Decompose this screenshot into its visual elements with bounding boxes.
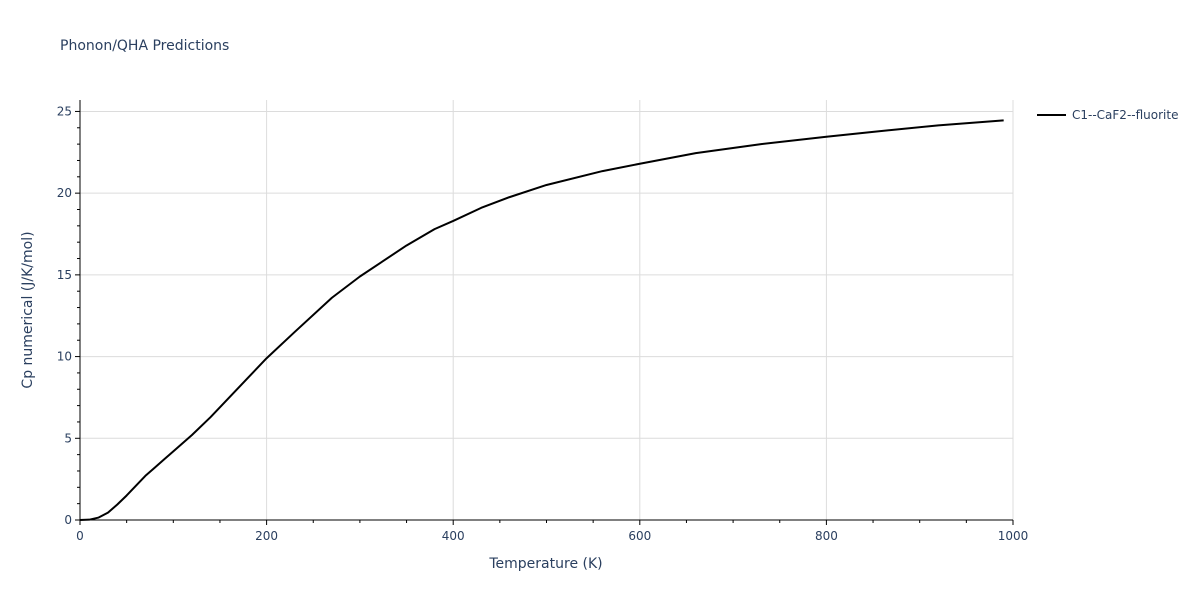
y-tick-label: 25 (57, 104, 72, 118)
x-tick-label: 1000 (998, 529, 1029, 543)
grid (80, 100, 1014, 520)
legend-label: C1--CaF2--fluorite (1072, 108, 1178, 122)
legend[interactable]: C1--CaF2--fluorite (1037, 108, 1178, 122)
x-tick-label: 200 (255, 529, 278, 543)
x-tick-label: 400 (442, 529, 465, 543)
y-tick-label: 10 (57, 350, 72, 364)
y-tick-label: 15 (57, 268, 72, 282)
series-layer (79, 119, 1004, 521)
series-line (79, 119, 1004, 521)
y-tick-label: 20 (57, 186, 72, 200)
y-tick-label: 0 (64, 513, 72, 527)
x-tick-label: 600 (628, 529, 651, 543)
chart-title: Phonon/QHA Predictions (60, 38, 229, 54)
y-tick-label: 5 (64, 431, 72, 445)
x-tick-label: 800 (815, 529, 838, 543)
x-axis-label: Temperature (K) (488, 556, 602, 572)
axes: 0 200 400 600 800 1000 0 5 10 15 20 25 (57, 100, 1029, 543)
x-tick-label: 0 (76, 529, 84, 543)
y-axis-label: Cp numerical (J/K/mol) (20, 231, 36, 388)
